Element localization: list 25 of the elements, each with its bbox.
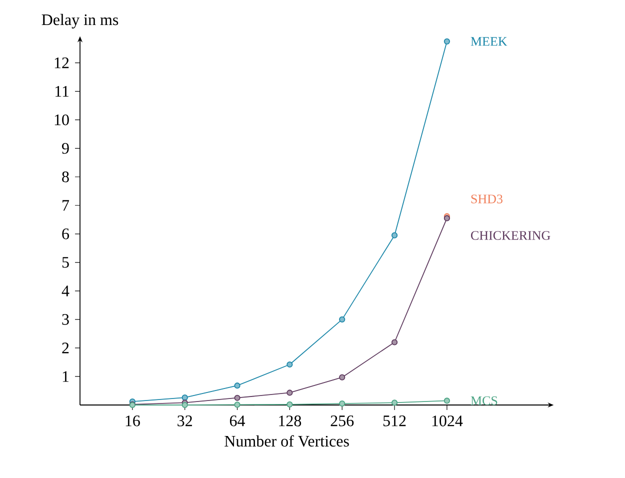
y-tick-label: 11: [56, 86, 69, 97]
x-tick-label: 64: [230, 416, 246, 426]
x-tick-label: 16: [126, 416, 140, 426]
x-tick-label: 512: [383, 416, 406, 426]
series-label: CHICKERING: [471, 231, 550, 240]
y-tick-label: 7: [62, 200, 70, 211]
y-tick-label: 2: [62, 342, 69, 354]
y-tick-label: 12: [54, 58, 69, 68]
series-label: SHD3: [471, 194, 502, 204]
x-tick-label: 32: [178, 416, 192, 426]
series-label: MCS: [470, 396, 498, 406]
x-axis-title: Number of Vertices: [224, 435, 349, 447]
y-tick-label: 6: [62, 228, 70, 240]
x-tick-label: 256: [330, 416, 354, 426]
x-tick-label: 128: [279, 416, 302, 426]
series-label: MEEK: [470, 37, 508, 46]
y-tick-label: 3: [62, 314, 69, 325]
y-tick-label: 4: [62, 286, 70, 296]
y-tick-label: 5: [62, 257, 69, 268]
y-axis-title: Delay in ms: [42, 14, 118, 28]
x-tick-label: 1024: [432, 416, 463, 426]
y-tick-label: 1: [62, 371, 69, 382]
y-tick-label: 10: [54, 114, 69, 126]
y-tick-label: 9: [62, 142, 69, 154]
y-tick-label: 8: [62, 171, 69, 182]
